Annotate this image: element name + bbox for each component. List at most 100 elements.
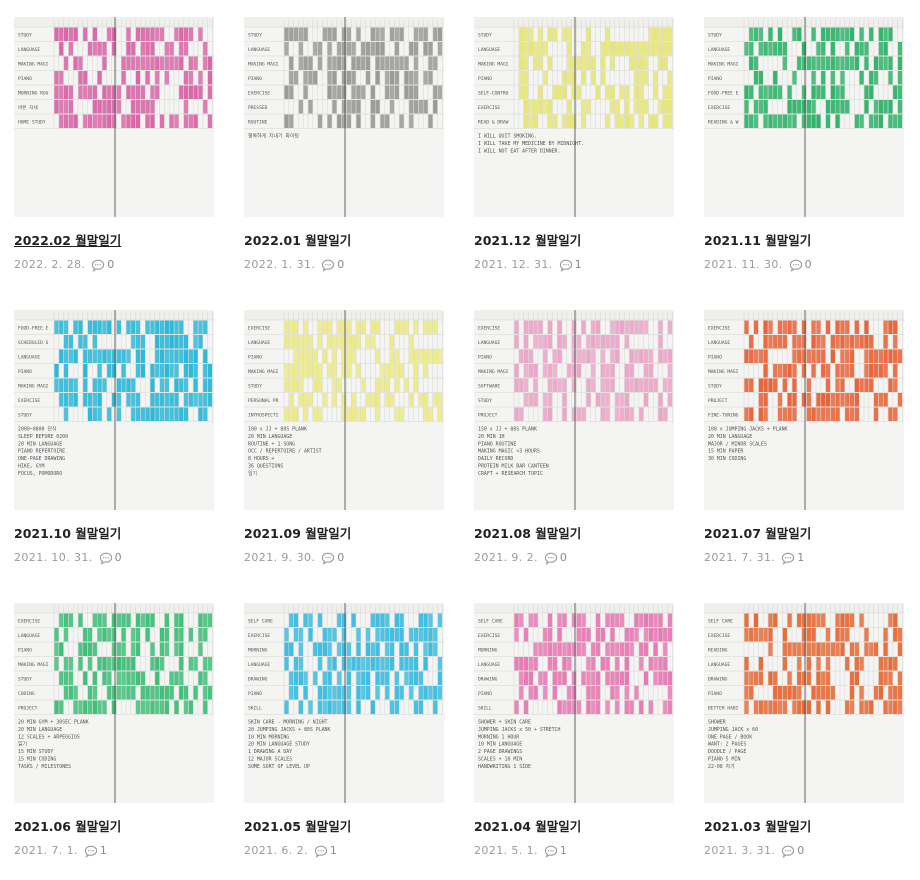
post-date: 2022. 2. 28. <box>14 258 86 271</box>
comment-icon <box>544 552 558 565</box>
habit-row-label: SOFTWARE <box>478 384 500 390</box>
comment-count[interactable]: 1 <box>797 551 805 564</box>
habit-row-label: EXERCISE <box>708 633 730 639</box>
post-title[interactable]: 2021.05 월말일기 <box>244 819 352 834</box>
habit-note-line: SHOWER + SKIN CARE <box>478 720 531 726</box>
post-title[interactable]: 2021.08 월말일기 <box>474 526 582 541</box>
post-card[interactable]: EXERCISE LANGUAGE PIANO MAKING MAGI SOFTWARE… <box>474 310 674 565</box>
habit-note-line: 30 MIN CODING <box>708 456 746 462</box>
habit-note-line: 2 PAGE DRAWINGS <box>478 749 522 755</box>
comment-icon <box>544 845 558 858</box>
post-card[interactable]: STUDY LANGUAGE MAKING MAGI PIANO SELF-CONTRO… <box>474 17 674 272</box>
comment-count[interactable]: 0 <box>804 258 812 271</box>
post-title[interactable]: 2021.12 월말일기 <box>474 233 582 248</box>
comment-count[interactable]: 1 <box>559 844 567 857</box>
habit-note-line: 일기 <box>18 741 27 748</box>
habit-note-line: 10 MIN MORNING <box>248 734 289 740</box>
habit-row-label: LANGUAGE <box>18 633 40 639</box>
habit-tracker-page: EXERCISE LANGUAGE PIANO MAKING MAGI SOFTWARE… <box>474 310 674 510</box>
comment-count[interactable]: 1 <box>329 844 337 857</box>
habit-row-label: PIANO <box>18 76 32 82</box>
habit-row-label: LANGUAGE <box>18 355 40 361</box>
post-thumbnail[interactable]: SELF CARE EXERCISE MORNING LANGUAGE DRAWING P… <box>474 603 674 803</box>
habit-row-label: MAKING MAGI <box>18 62 49 68</box>
post-card[interactable]: SELF CARE EXERCISE MORNING LANGUAGE DRAWING P… <box>474 603 674 858</box>
habit-row-label: LANGUAGE <box>18 47 40 53</box>
habit-row-label: PIANO <box>478 355 492 361</box>
habit-note-line: MAKING MAGIC <3 HOURS <box>478 449 540 455</box>
habit-note-line: 10 MIN LANGUAGE <box>478 742 522 748</box>
comment-count[interactable]: 1 <box>574 258 582 271</box>
comment-count[interactable]: 0 <box>797 844 805 857</box>
post-thumbnail[interactable]: EXERCISE LANGUAGE PIANO MAKING MAGI STUDY COD… <box>14 603 214 803</box>
habit-row-label: HOME STUDY <box>18 120 46 126</box>
comment-count[interactable]: 0 <box>559 551 567 564</box>
post-date: 2021. 11. 30. <box>704 258 783 271</box>
habit-note-line: SCALES + 10 MIN <box>478 757 522 763</box>
habit-row-label: PIANO <box>248 76 262 82</box>
post-meta: 2021. 5. 1. 1 <box>474 844 674 858</box>
post-thumbnail[interactable]: STUDY LANGUAGE MAKING MAGI PIANO EXERCISE PRE… <box>244 17 444 217</box>
habit-note-line: 20 MIN LANGUAGE STUDY <box>248 742 310 748</box>
habit-note-line: PIANO REPERTOIRE <box>18 449 65 455</box>
post-card[interactable]: EXERCISE LANGUAGE PIANO MAKING MAGI STUDY COD… <box>14 603 214 858</box>
post-title[interactable]: 2021.06 월말일기 <box>14 819 122 834</box>
habit-row-label: 바른 자세 <box>18 104 38 111</box>
comment-count[interactable]: 0 <box>114 551 122 564</box>
comment-count[interactable]: 1 <box>99 844 107 857</box>
comment-count[interactable]: 0 <box>337 258 345 271</box>
habit-row-label: LANGUAGE <box>478 47 500 53</box>
post-card[interactable]: SELF CARE EXERCISE READING LANGUAGE DRAWING P… <box>704 603 904 858</box>
post-card[interactable]: STUDY LANGUAGE MAKING MAGI PIANO EXERCISE PRE… <box>244 17 444 272</box>
habit-note-line: 20 MIN 1H <box>478 434 505 440</box>
habit-row-label: PROJECT <box>478 413 498 419</box>
post-title[interactable]: 2021.09 월말일기 <box>244 526 352 541</box>
post-thumbnail[interactable]: EXERCISE LANGUAGE PIANO MAKING MAGI STUDY PER… <box>244 310 444 510</box>
post-title[interactable]: 2022.02 월말일기 <box>14 233 122 248</box>
post-card[interactable]: EXERCISE LANGUAGE PIANO MAKING MAGI STUDY PRO… <box>704 310 904 565</box>
habit-note-line: 20 JUMPING JACKS + 80S PLANK <box>248 727 330 733</box>
post-meta: 2021. 7. 31. 1 <box>704 551 904 565</box>
habit-row-label: DRAWING <box>478 677 498 683</box>
post-thumbnail[interactable]: STUDY LANGUAGE MAKING MAGI PIANO SELF-CONTRO… <box>474 17 674 217</box>
habit-row-label: EXERCISE <box>18 398 40 404</box>
post-title[interactable]: 2022.01 월말일기 <box>244 233 352 248</box>
habit-row-label: PERSONAL PR <box>248 398 279 404</box>
post-thumbnail[interactable]: STUDY LANGUAGE MAKING MAGI PIANO MORNING ROU… <box>14 17 214 217</box>
post-card[interactable]: EXERCISE LANGUAGE PIANO MAKING MAGI STUDY PER… <box>244 310 444 565</box>
post-thumbnail[interactable]: STUDY LANGUAGE MAKING MAGI PIANO FOOD-FREE E… <box>704 17 904 217</box>
habit-note-line: ONE-PAGE DRAWING <box>18 456 65 462</box>
post-title[interactable]: 2021.07 월말일기 <box>704 526 812 541</box>
habit-note-line: I WILL QUIT SMOKING. <box>478 134 537 140</box>
habit-row-label: EXERCISE <box>248 326 270 332</box>
post-thumbnail[interactable]: FOOD-FREE E SCHEDULED S LANGUAGE PIANO MAKIN… <box>14 310 214 510</box>
post-thumbnail[interactable]: EXERCISE LANGUAGE PIANO MAKING MAGI SOFTWARE… <box>474 310 674 510</box>
post-thumbnail[interactable]: SELF CARE EXERCISE READING LANGUAGE DRAWING P… <box>704 603 904 803</box>
post-title[interactable]: 2021.10 월말일기 <box>14 526 122 541</box>
habit-note-line: ROUTINE + 1 SONG <box>248 441 295 447</box>
habit-note-line: 20 MIN LANGUAGE <box>248 434 292 440</box>
post-thumbnail[interactable]: SELF CARE EXERCISE MORNING LANGUAGE DRAWING P… <box>244 603 444 803</box>
post-card[interactable]: FOOD-FREE E SCHEDULED S LANGUAGE PIANO MAKIN… <box>14 310 214 565</box>
comment-count[interactable]: 0 <box>337 551 345 564</box>
comment-count[interactable]: 0 <box>107 258 115 271</box>
habit-row-label: READING & W <box>708 120 739 126</box>
post-card[interactable]: SELF CARE EXERCISE MORNING LANGUAGE DRAWING P… <box>244 603 444 858</box>
habit-row-label: PROJECT <box>708 398 728 404</box>
habit-note-line: I WILL NOT EAT AFTER DINNER. <box>478 148 560 154</box>
habit-note-line: OCC / REPERTOIRE / ARTIST <box>248 449 322 455</box>
habit-note-line: 12 SCALES + ARPEGGIOS <box>18 734 80 740</box>
post-card[interactable]: STUDY LANGUAGE MAKING MAGI PIANO FOOD-FREE E… <box>704 17 904 272</box>
post-thumbnail[interactable]: EXERCISE LANGUAGE PIANO MAKING MAGI STUDY PRO… <box>704 310 904 510</box>
post-title[interactable]: 2021.11 월말일기 <box>704 233 812 248</box>
habit-row-label: DRAWING <box>248 677 268 683</box>
post-card[interactable]: STUDY LANGUAGE MAKING MAGI PIANO MORNING ROU… <box>14 17 214 272</box>
habit-row-label: SELF-CONTRO <box>478 91 509 97</box>
habit-row-label: MAKING MAGI <box>478 369 509 375</box>
post-title[interactable]: 2021.04 월말일기 <box>474 819 582 834</box>
habit-row-label: MAKING MAGI <box>708 369 739 375</box>
habit-row-label: STUDY <box>18 33 32 39</box>
habit-note-line: 15 MIN STUDY <box>18 749 53 755</box>
post-title[interactable]: 2021.03 월말일기 <box>704 819 812 834</box>
habit-row-label: PIANO <box>18 648 32 654</box>
